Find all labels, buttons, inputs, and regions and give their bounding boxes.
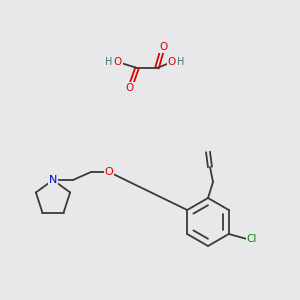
Text: H: H xyxy=(177,57,185,67)
Text: O: O xyxy=(126,83,134,93)
Text: O: O xyxy=(159,42,167,52)
Text: O: O xyxy=(114,57,122,67)
Text: N: N xyxy=(49,175,57,185)
Text: O: O xyxy=(168,57,176,67)
Text: H: H xyxy=(105,57,113,67)
Text: O: O xyxy=(105,167,113,177)
Text: Cl: Cl xyxy=(247,234,257,244)
